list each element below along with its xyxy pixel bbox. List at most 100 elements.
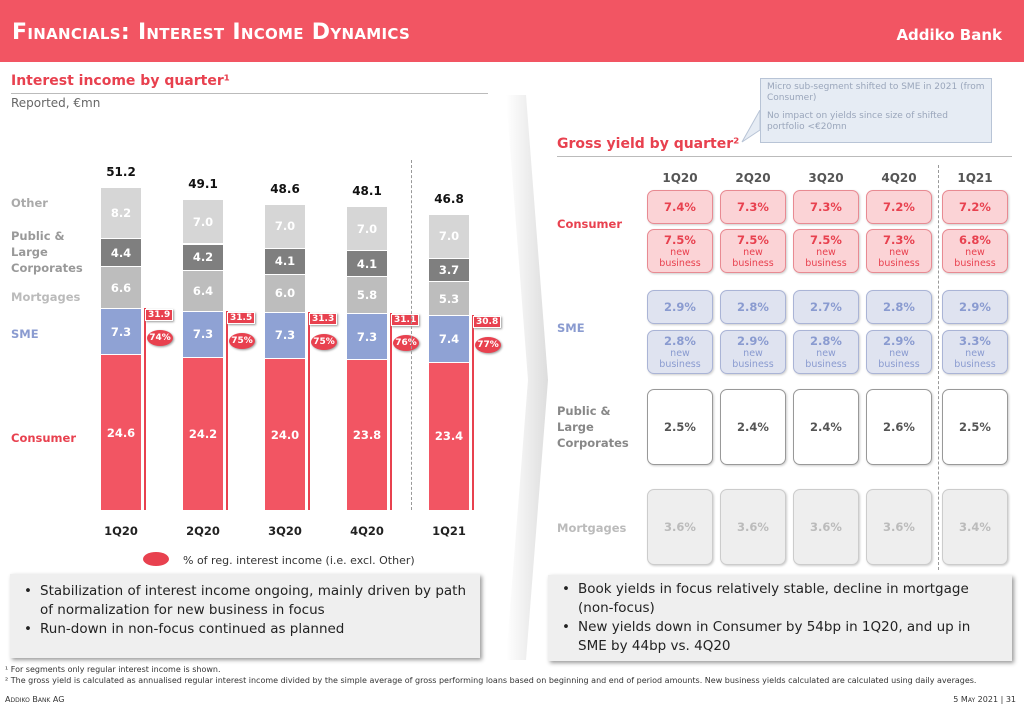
yield-value: 7.3% — [810, 200, 842, 214]
yield-value: 3.6% — [810, 520, 842, 534]
row-label: Consumer — [557, 217, 623, 231]
series-label: Public & Large Corporates — [11, 229, 83, 275]
new-business-label: new — [889, 348, 909, 359]
bar-total-label: 48.1 — [352, 184, 382, 199]
series-label: SME — [11, 327, 39, 341]
new-business-label: new — [965, 247, 985, 258]
new-business-label: business — [954, 258, 996, 269]
yield-value: 2.5% — [959, 420, 991, 434]
column-header: 1Q20 — [662, 171, 698, 185]
bar-segment-public-large-corporates: 4.1 — [347, 250, 387, 277]
yield-value: 7.5% — [737, 233, 769, 247]
bar-segment-consumer: 24.2 — [183, 356, 223, 510]
bullet: New yields down in Consumer by 54bp in 1… — [562, 618, 1002, 656]
new-business-label: new — [889, 247, 909, 258]
book-yield-cell: 2.6% — [866, 389, 932, 465]
addiko-logo: Addiko Bank — [896, 26, 1002, 44]
year-separator — [411, 160, 412, 510]
bar-segment-mortgages: 5.3 — [429, 281, 469, 316]
yield-value: 2.4% — [810, 420, 842, 434]
bar-segment-public-large-corporates: 4.2 — [183, 243, 223, 271]
date-page: 5 May 2021 | 31 — [953, 695, 1016, 704]
new-business-label: new — [816, 348, 836, 359]
book-yield-cell: 7.2% — [866, 190, 932, 224]
new-business-yield-cell: 2.8% new business — [647, 330, 713, 374]
bar-segment-sme: 7.3 — [347, 313, 387, 360]
bar-total-label: 46.8 — [434, 191, 464, 206]
yield-value: 7.5% — [664, 233, 696, 247]
yield-value: 2.8% — [664, 334, 696, 348]
new-business-label: business — [659, 359, 701, 370]
book-yield-cell: 7.4% — [647, 190, 713, 224]
new-business-yield-cell: 6.8% new business — [942, 229, 1008, 273]
legend-text: % of reg. interest income (i.e. excl. Ot… — [183, 554, 415, 567]
right-summary-box: Book yields in focus relatively stable, … — [548, 575, 1012, 661]
new-business-yield-cell: 7.5% new business — [720, 229, 786, 273]
regular-income-share: 74% — [147, 330, 173, 347]
new-business-label: new — [670, 348, 690, 359]
new-business-label: business — [732, 258, 774, 269]
new-business-yield-cell: 3.3% new business — [942, 330, 1008, 374]
yield-value: 2.9% — [883, 334, 915, 348]
bar-segment-sme: 7.4 — [429, 315, 469, 362]
yield-value: 3.6% — [737, 520, 769, 534]
bar-segment-other: 7.0 — [347, 206, 387, 251]
right-section-title: Gross yield by quarter² — [557, 136, 740, 152]
new-business-label: new — [670, 247, 690, 258]
row-label: Mortgages — [557, 521, 627, 535]
bar-segment-other: 7.0 — [183, 199, 223, 244]
book-yield-cell: 2.9% — [942, 290, 1008, 324]
year-separator — [938, 165, 939, 570]
book-yield-cell: 2.7% — [793, 290, 859, 324]
left-section-title: Interest income by quarter¹ — [11, 73, 230, 89]
callout-line: No impact on yields since size of shifte… — [767, 111, 948, 132]
yield-value: 3.6% — [883, 520, 915, 534]
bar-segment-mortgages: 6.6 — [101, 266, 141, 309]
left-summary-box: Stabilization of interest income ongoing… — [10, 574, 480, 658]
bar-segment-other: 8.2 — [101, 186, 141, 239]
book-yield-cell: 2.8% — [866, 290, 932, 324]
chart-subtitle: Reported, €mn — [11, 96, 101, 110]
new-business-label: business — [805, 359, 847, 370]
new-business-yield-cell: 7.3% new business — [866, 229, 932, 273]
yield-value: 6.8% — [959, 233, 991, 247]
bar-segment-consumer: 23.8 — [347, 359, 387, 510]
x-tick-label: 1Q21 — [432, 524, 466, 538]
book-yield-cell: 2.4% — [793, 389, 859, 465]
regular-income-total: 30.8 — [473, 316, 502, 329]
book-yield-cell: 3.4% — [942, 489, 1008, 565]
row-label: SME — [557, 321, 585, 335]
new-business-yield-cell: 7.5% new business — [793, 229, 859, 273]
bar-total-label: 49.1 — [188, 177, 218, 192]
book-yield-cell: 2.5% — [647, 389, 713, 465]
new-business-yield-cell: 7.5% new business — [647, 229, 713, 273]
series-label: Mortgages — [11, 290, 81, 304]
column-header: 3Q20 — [808, 171, 844, 185]
regular-income-share: 75% — [311, 333, 337, 350]
yield-value: 7.3% — [737, 200, 769, 214]
new-business-label: business — [878, 258, 920, 269]
bar-segment-other: 7.0 — [265, 203, 305, 248]
regular-income-total: 31.1 — [391, 314, 420, 327]
book-yield-cell: 2.4% — [720, 389, 786, 465]
column-header: 4Q20 — [881, 171, 917, 185]
yield-value: 2.7% — [810, 300, 842, 314]
yield-value: 7.3% — [883, 233, 915, 247]
yield-value: 2.8% — [737, 300, 769, 314]
new-business-label: business — [659, 258, 701, 269]
footnote-2: ² The gross yield is calculated as annua… — [5, 676, 977, 685]
book-yield-cell: 3.6% — [866, 489, 932, 565]
bar-segment-sme: 7.3 — [183, 310, 223, 357]
header-band — [0, 0, 1024, 62]
x-tick-label: 1Q20 — [104, 524, 138, 538]
yield-value: 2.8% — [810, 334, 842, 348]
row-label: Public & Large Corporates — [557, 404, 629, 450]
yield-value: 3.4% — [959, 520, 991, 534]
bar-segment-sme: 7.3 — [265, 311, 305, 359]
bullet: Run-down in non-focus continued as plann… — [24, 620, 470, 639]
bar-segment-consumer: 23.4 — [429, 361, 469, 510]
book-yield-cell: 7.3% — [793, 190, 859, 224]
callout-note: Micro sub-segment shifted to SME in 2021… — [760, 78, 992, 143]
yield-value: 3.3% — [959, 334, 991, 348]
divider — [11, 93, 488, 94]
